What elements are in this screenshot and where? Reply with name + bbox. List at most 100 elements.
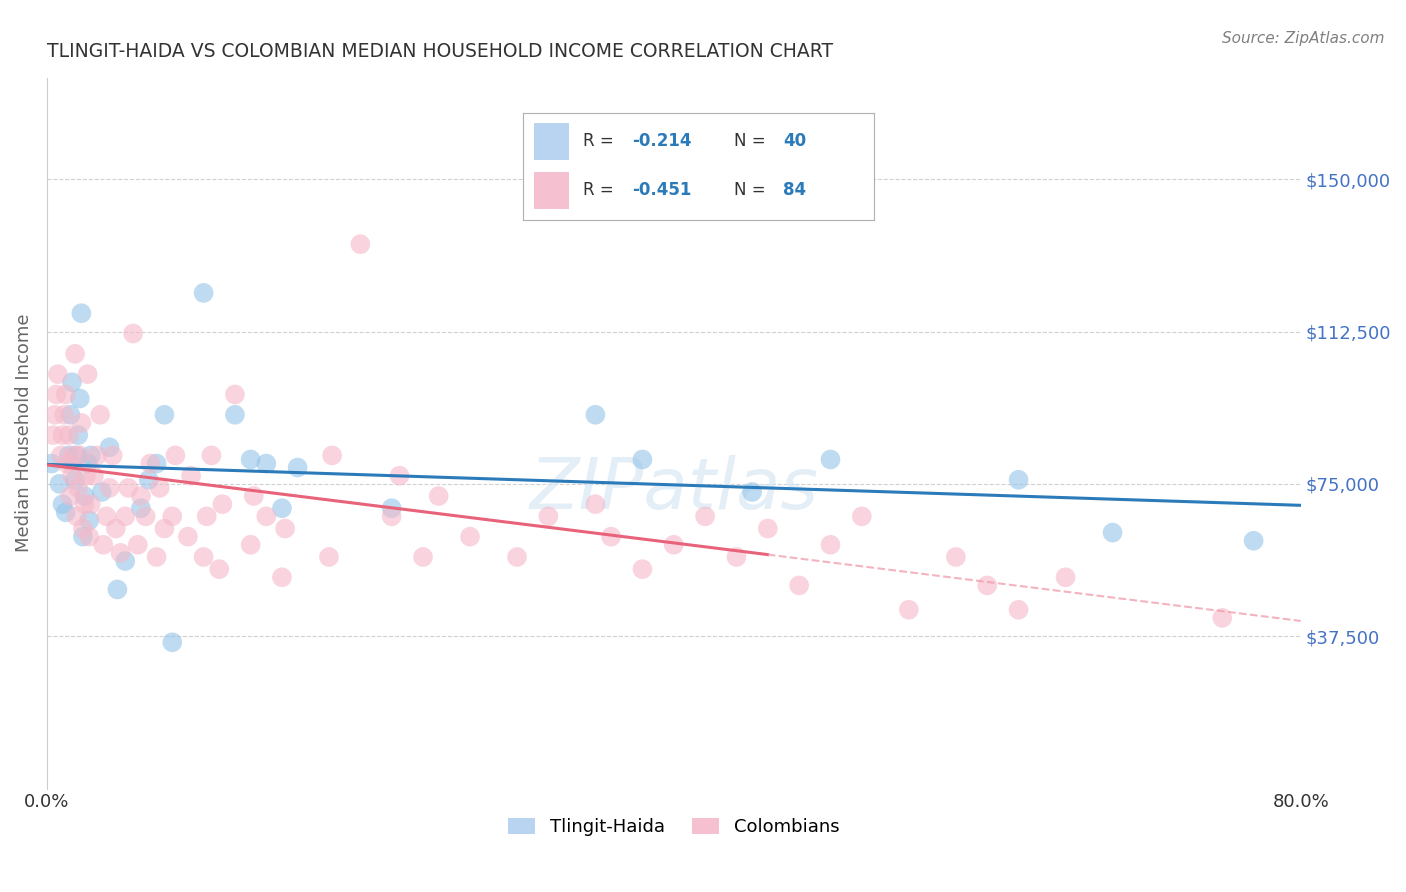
Point — [114, 509, 136, 524]
Point — [427, 489, 450, 503]
Point — [59, 408, 82, 422]
Point — [104, 522, 127, 536]
Point — [70, 306, 93, 320]
Point — [46, 367, 69, 381]
Point — [117, 481, 139, 495]
Point — [506, 549, 529, 564]
Point — [193, 285, 215, 300]
Point — [55, 387, 77, 401]
Point — [107, 582, 129, 597]
Point — [76, 457, 98, 471]
Point — [80, 497, 103, 511]
Point — [63, 473, 86, 487]
Point — [274, 522, 297, 536]
Point — [224, 408, 246, 422]
Point — [83, 468, 105, 483]
Text: Source: ZipAtlas.com: Source: ZipAtlas.com — [1222, 31, 1385, 46]
Point — [321, 449, 343, 463]
Point — [162, 509, 184, 524]
Point — [73, 497, 96, 511]
Point — [271, 501, 294, 516]
Point — [1007, 603, 1029, 617]
Point — [787, 578, 810, 592]
Point — [162, 635, 184, 649]
Point — [741, 485, 763, 500]
Point — [63, 347, 86, 361]
Point — [49, 449, 72, 463]
Point — [91, 538, 114, 552]
Point — [53, 408, 76, 422]
Point — [110, 546, 132, 560]
Point — [145, 457, 167, 471]
Point — [725, 549, 748, 564]
Point — [851, 509, 873, 524]
Point — [89, 408, 111, 422]
Point — [55, 505, 77, 519]
Point — [662, 538, 685, 552]
Point — [44, 408, 66, 422]
Point — [177, 530, 200, 544]
Point — [208, 562, 231, 576]
Point — [897, 603, 920, 617]
Point — [200, 449, 222, 463]
Point — [77, 530, 100, 544]
Point — [756, 522, 779, 536]
Point — [1054, 570, 1077, 584]
Point — [51, 497, 73, 511]
Point — [583, 497, 606, 511]
Point — [271, 570, 294, 584]
Point — [129, 489, 152, 503]
Point — [145, 549, 167, 564]
Point — [67, 428, 90, 442]
Point — [693, 509, 716, 524]
Point — [193, 549, 215, 564]
Point — [70, 416, 93, 430]
Point — [48, 476, 70, 491]
Point — [287, 460, 309, 475]
Point — [165, 449, 187, 463]
Point — [51, 428, 73, 442]
Point — [86, 449, 108, 463]
Point — [98, 440, 121, 454]
Point — [69, 449, 91, 463]
Point — [129, 501, 152, 516]
Point — [60, 468, 83, 483]
Point — [254, 457, 277, 471]
Point — [98, 481, 121, 495]
Point — [211, 497, 233, 511]
Point — [583, 408, 606, 422]
Point — [76, 367, 98, 381]
Y-axis label: Median Household Income: Median Household Income — [15, 314, 32, 552]
Point — [631, 452, 654, 467]
Point — [820, 538, 842, 552]
Point — [72, 522, 94, 536]
Point — [381, 509, 404, 524]
Point — [135, 509, 157, 524]
Point — [945, 549, 967, 564]
Point — [153, 408, 176, 422]
Point — [67, 481, 90, 495]
Point — [195, 509, 218, 524]
Point — [66, 509, 89, 524]
Point — [224, 387, 246, 401]
Point — [254, 509, 277, 524]
Point — [77, 513, 100, 527]
Point — [73, 489, 96, 503]
Point — [66, 449, 89, 463]
Point — [139, 457, 162, 471]
Point — [56, 457, 79, 471]
Text: ZIPatlas: ZIPatlas — [529, 456, 818, 524]
Point — [62, 449, 84, 463]
Point — [349, 237, 371, 252]
Point — [388, 468, 411, 483]
Point — [101, 449, 124, 463]
Point — [1243, 533, 1265, 548]
Legend: Tlingit-Haida, Colombians: Tlingit-Haida, Colombians — [501, 811, 846, 844]
Point — [381, 501, 404, 516]
Point — [114, 554, 136, 568]
Point — [412, 549, 434, 564]
Point — [1101, 525, 1123, 540]
Point — [242, 489, 264, 503]
Point — [69, 392, 91, 406]
Point — [41, 457, 63, 471]
